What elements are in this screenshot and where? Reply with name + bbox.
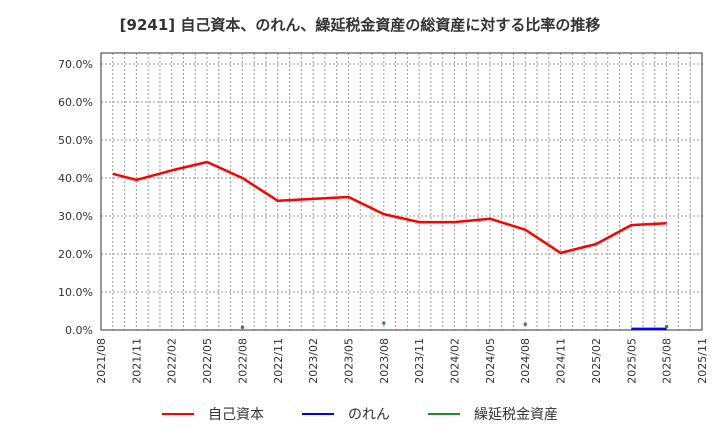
- legend-item-deferred-tax-assets[interactable]: 繰延税金資産: [428, 404, 558, 424]
- x-tick-label: 2025/11: [696, 338, 709, 384]
- legend-swatch-red: [162, 413, 194, 415]
- y-tick-label: 30.0%: [58, 210, 93, 223]
- x-tick-label: 2025/02: [590, 338, 603, 384]
- x-tick-label: 2024/08: [519, 338, 532, 384]
- legend-label: 自己資本: [208, 407, 264, 423]
- x-axis-ticks: 2021/08 2021/11 2022/02 2022/05 2022/08 2022/…: [95, 338, 709, 384]
- y-tick-label: 40.0%: [58, 172, 93, 185]
- x-tick-label: 2022/11: [272, 338, 285, 384]
- axes: [100, 52, 703, 331]
- grid-lines: [101, 53, 702, 330]
- x-tick-label: 2025/08: [661, 338, 674, 384]
- x-tick-label: 2025/05: [625, 338, 638, 384]
- x-tick-label: 2024/02: [449, 338, 462, 384]
- series-line-0: [112, 160, 667, 255]
- series-point: [382, 321, 386, 325]
- legend-item-goodwill[interactable]: のれん: [302, 404, 390, 424]
- y-axis-ticks: 0.0% 10.0% 20.0% 30.0% 40.0% 50.0% 60.0% 70.0%: [58, 58, 93, 337]
- legend-label: 繰延税金資産: [474, 407, 558, 423]
- y-tick-label: 50.0%: [58, 134, 93, 147]
- legend-swatch-blue: [302, 413, 334, 415]
- data-series: [112, 160, 669, 331]
- x-tick-label: 2024/05: [484, 338, 497, 384]
- series-point: [523, 322, 527, 326]
- x-tick-label: 2023/08: [378, 338, 391, 384]
- legend: 自己資本 のれん 繰延税金資産: [0, 404, 720, 424]
- x-tick-label: 2022/05: [201, 338, 214, 384]
- series-point: [665, 325, 669, 329]
- y-tick-label: 20.0%: [58, 248, 93, 261]
- series-point: [240, 325, 244, 329]
- y-tick-label: 60.0%: [58, 96, 93, 109]
- legend-item-equity[interactable]: 自己資本: [162, 404, 264, 424]
- x-tick-label: 2024/11: [555, 338, 568, 384]
- x-tick-label: 2023/02: [307, 338, 320, 384]
- x-tick-label: 2021/11: [130, 338, 143, 384]
- x-tick-label: 2022/02: [166, 338, 179, 384]
- chart-title: [9241] 自己資本、のれん、繰延税金資産の総資産に対する比率の推移: [119, 16, 601, 34]
- y-tick-label: 70.0%: [58, 58, 93, 71]
- x-tick-label: 2022/08: [236, 338, 249, 384]
- x-tick-label: 2023/11: [413, 338, 426, 384]
- y-tick-label: 0.0%: [65, 324, 93, 337]
- y-tick-label: 10.0%: [58, 286, 93, 299]
- legend-label: のれん: [348, 407, 390, 423]
- legend-swatch-green: [428, 413, 460, 415]
- x-tick-label: 2021/08: [95, 338, 108, 384]
- x-tick-label: 2023/05: [342, 338, 355, 384]
